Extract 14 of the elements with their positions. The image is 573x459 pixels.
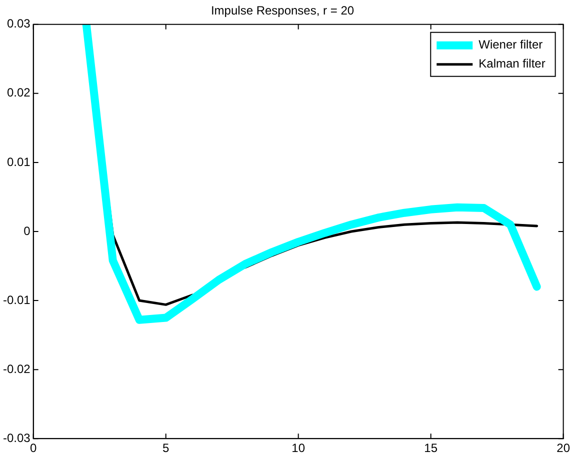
legend-label: Wiener filter: [478, 38, 543, 52]
x-tick-label: 20: [556, 441, 570, 456]
x-tick-label: 15: [424, 441, 438, 456]
y-tick-label: -0.01: [2, 292, 31, 307]
x-tick-label: 5: [162, 441, 170, 456]
legend-label: Kalman filter: [478, 56, 546, 71]
y-tick-label: 0.03: [6, 16, 31, 31]
y-tick-label: -0.02: [2, 362, 31, 376]
x-tick-label: 10: [292, 441, 306, 456]
y-tick-label: 0.01: [6, 154, 31, 169]
chart-title: Impulse Responses, r = 20: [210, 4, 354, 18]
y-tick-label: 0: [24, 224, 31, 238]
y-tick-label: -0.03: [2, 430, 31, 445]
y-tick-label: 0.02: [6, 86, 31, 100]
